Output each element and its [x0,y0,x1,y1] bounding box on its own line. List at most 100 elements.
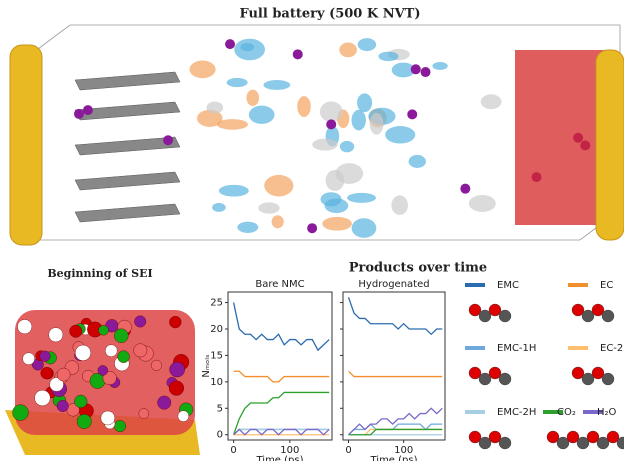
y-tick-label: 5 [217,403,223,414]
molecule [227,78,248,87]
plot-frame [343,292,445,440]
molecule [263,80,290,90]
main-title: Full battery (500 K NVT) [239,7,420,22]
legend-label: EMC-1H [497,343,536,354]
legend-label: EMC [497,280,519,291]
sei-image [5,310,200,455]
y-axis-label: Nₘₒₗₛ [201,354,212,378]
molecule [320,101,343,122]
molecule [357,93,372,112]
atom [75,345,91,361]
molecule [240,43,254,51]
li-ion [326,119,336,129]
atom [169,381,184,396]
li-ion [307,223,317,233]
atom [23,353,35,365]
y-tick-label: 0 [217,430,223,441]
molecule [391,195,408,215]
series-line [234,429,330,434]
y-tick-label: 20 [210,324,223,335]
simulation-box [10,25,624,245]
molecule [219,185,249,197]
molecule [340,141,354,152]
li-ion [411,64,421,74]
atom [158,396,171,409]
x-axis-label: Time (ps) [255,455,303,461]
atom [98,365,108,375]
molecule [207,102,224,114]
atom [57,368,70,381]
molecule [370,113,384,135]
series-line [349,408,443,434]
legend-label: EC [600,280,613,291]
series-line [349,429,443,434]
legend-label: EMC-2H [497,407,536,418]
li-ion [83,105,93,115]
molecule [237,222,258,233]
molecule [347,193,376,203]
molecule [409,155,426,168]
molecule [249,106,275,124]
atom [118,351,130,363]
atom [13,405,29,421]
plot-frame [228,292,332,440]
molecule [272,215,284,228]
li-ion [421,67,431,77]
molecule [339,42,357,57]
atom [77,414,92,429]
series-line [349,371,443,376]
y-tick-label: 25 [210,298,223,309]
atom [134,316,145,327]
molecule [352,218,377,238]
chart-title: Bare NMC [255,279,304,290]
atom [17,319,31,333]
molecule [358,38,376,51]
molecule [322,217,352,231]
atom [70,325,82,337]
atom [41,367,53,379]
atom [139,409,149,419]
series-line [349,429,443,434]
molecule-atom [602,310,614,322]
molecule [385,126,415,143]
li-ion [407,109,417,119]
sei-title: Beginning of SEI [47,267,152,280]
series-line [234,371,330,382]
products-title: Products over time [349,261,487,276]
molecule [378,52,398,62]
molecule [432,62,447,70]
li-ion [293,49,303,59]
legend-label: H₂O [597,407,617,418]
molecule [297,96,311,117]
molecule-atom [602,373,614,385]
atom [40,351,51,362]
li-ion [460,184,470,194]
atom [35,390,51,406]
series-line [234,392,330,434]
chart-title: Hydrogenated [358,279,429,290]
legend-label: CO₂ [557,407,576,418]
molecule [325,198,349,213]
molecule [264,175,293,197]
series-line [349,297,443,334]
li-ion [225,39,235,49]
atom [49,328,63,342]
molecule [189,60,215,78]
atom [170,362,185,377]
molecule [212,203,226,212]
li-ion [163,135,173,145]
atom [105,345,117,357]
atom [134,344,148,358]
series-line [234,303,330,351]
atom [74,395,87,408]
atom [99,325,109,335]
atom [114,420,126,432]
molecule [335,163,363,184]
molecule [469,195,496,212]
molecule-atom [499,310,511,322]
molecule-atom [499,373,511,385]
atom [114,329,128,343]
molecule-atom [499,437,511,449]
figure: Full battery (500 K NVT) Beginning of SE… [0,0,624,461]
molecule [246,90,259,106]
